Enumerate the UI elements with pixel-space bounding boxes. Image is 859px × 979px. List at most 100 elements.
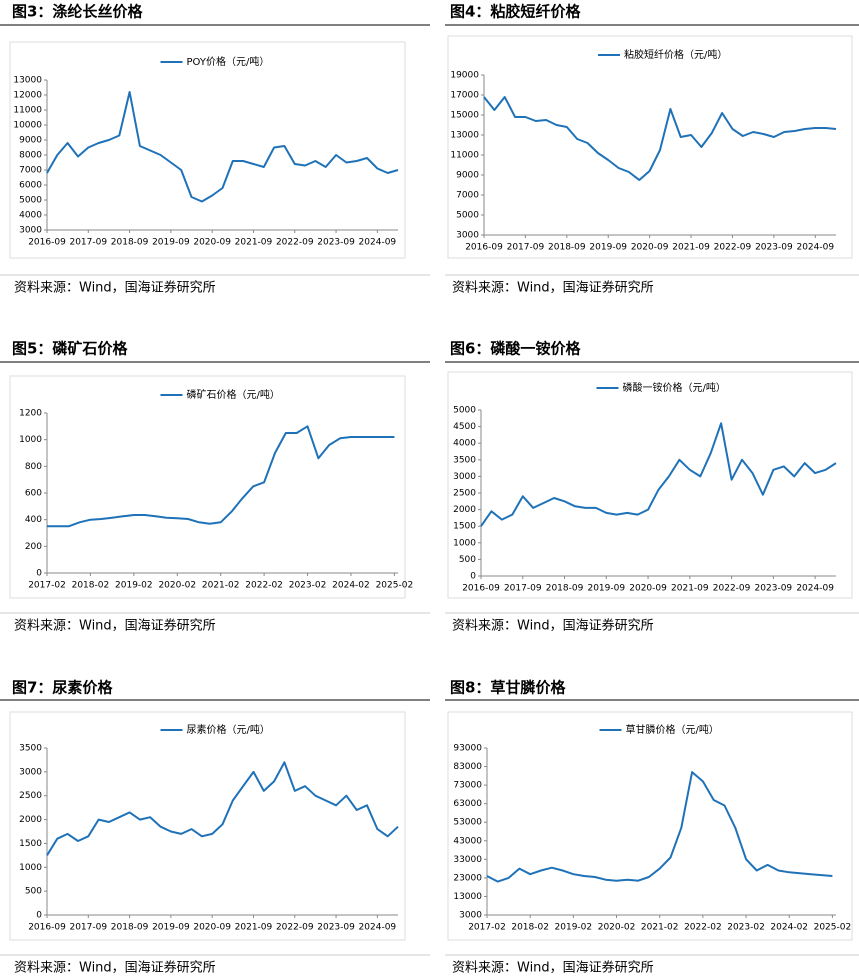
y-tick-label: 5000 <box>19 196 42 206</box>
y-tick-label: 12000 <box>13 91 42 101</box>
series-line <box>480 422 837 527</box>
chart-frame <box>9 375 406 599</box>
y-tick-label: 17000 <box>450 91 479 101</box>
y-tick-label: 3500 <box>453 455 476 465</box>
y-tick-label: 19000 <box>450 71 479 81</box>
x-tick-label: 2019-09 <box>589 243 627 253</box>
y-tick-label: 1000 <box>19 435 42 445</box>
y-tick-label: 3000 <box>19 226 42 236</box>
x-tick-label: 2017-02 <box>28 581 66 591</box>
y-tick-label: 2500 <box>19 791 42 801</box>
y-tick-label: 7000 <box>19 166 42 176</box>
source-note: 资料来源：Wind，国海证券研究所 <box>452 618 654 634</box>
x-tick-label: 2024-02 <box>770 923 808 933</box>
figure-title: 图8：草甘膦价格 <box>450 679 566 697</box>
y-tick-label: 0 <box>470 572 476 582</box>
chart-frame <box>9 41 406 259</box>
series-line <box>46 91 399 203</box>
x-tick-label: 2021-09 <box>235 238 273 248</box>
y-tick-label: 13000 <box>450 131 479 141</box>
y-tick-label: 8000 <box>19 151 42 161</box>
y-tick-label: 5000 <box>456 211 479 221</box>
x-tick-label: 2024-09 <box>796 584 834 594</box>
legend-label: 尿素价格（元/吨） <box>187 723 270 736</box>
source-note: 资料来源：Wind，国海证券研究所 <box>452 960 654 976</box>
y-tick-label: 3000 <box>459 911 482 921</box>
y-tick-label: 0 <box>36 569 42 579</box>
y-tick-label: 2000 <box>453 505 476 515</box>
source-note: 资料来源：Wind，国海证券研究所 <box>14 960 216 976</box>
y-tick-label: 0 <box>36 911 42 921</box>
x-tick-label: 2024-09 <box>796 243 834 253</box>
y-tick-label: 53000 <box>453 818 482 828</box>
source-note: 资料来源：Wind，国海证券研究所 <box>14 280 216 296</box>
x-tick-label: 2023-09 <box>755 243 793 253</box>
y-tick-label: 83000 <box>453 762 482 772</box>
chart-frame <box>447 371 853 599</box>
figure-title: 图4：粘胶短纤价格 <box>450 3 581 21</box>
legend-label: 草甘膦价格（元/吨） <box>626 723 719 736</box>
y-tick-label: 2000 <box>19 815 42 825</box>
x-tick-label: 2016-09 <box>28 923 66 933</box>
y-tick-label: 10000 <box>13 121 42 131</box>
x-tick-label: 2018-02 <box>72 581 110 591</box>
x-tick-label: 2018-09 <box>111 923 149 933</box>
y-tick-label: 6000 <box>19 181 42 191</box>
x-tick-label: 2025-02 <box>376 581 414 591</box>
y-tick-label: 5000 <box>453 406 476 416</box>
y-tick-label: 1500 <box>453 522 476 532</box>
x-tick-label: 2020-09 <box>193 238 231 248</box>
y-tick-label: 3500 <box>19 744 42 754</box>
x-tick-label: 2022-09 <box>276 923 314 933</box>
x-tick-label: 2017-09 <box>504 584 542 594</box>
y-tick-label: 4500 <box>453 422 476 432</box>
y-tick-label: 1200 <box>19 409 42 419</box>
x-tick-label: 2019-09 <box>152 238 190 248</box>
legend-label: 磷酸一铵价格（元/吨） <box>623 381 726 394</box>
figure-title: 图7：尿素价格 <box>12 679 113 697</box>
y-tick-label: 93000 <box>453 744 482 754</box>
x-tick-label: 2018-02 <box>511 923 549 933</box>
x-tick-label: 2019-02 <box>115 581 153 591</box>
y-tick-label: 1000 <box>19 863 42 873</box>
y-tick-label: 800 <box>25 462 42 472</box>
x-tick-label: 2023-09 <box>317 923 355 933</box>
x-tick-label: 2024-09 <box>359 923 397 933</box>
x-tick-label: 2023-09 <box>317 238 355 248</box>
x-tick-label: 2021-02 <box>202 581 240 591</box>
source-note: 资料来源：Wind，国海证券研究所 <box>452 280 654 296</box>
y-tick-label: 4000 <box>453 439 476 449</box>
x-tick-label: 2024-02 <box>332 581 370 591</box>
x-tick-label: 2020-09 <box>629 584 667 594</box>
y-tick-label: 7000 <box>456 191 479 201</box>
source-note: 资料来源：Wind，国海证券研究所 <box>14 618 216 634</box>
y-tick-label: 11000 <box>13 106 42 116</box>
legend-label: 磷矿石价格（元/吨） <box>187 388 280 401</box>
y-tick-label: 33000 <box>453 855 482 865</box>
legend-label: 粘胶短纤价格（元/吨） <box>624 48 727 61</box>
x-tick-label: 2016-09 <box>28 238 66 248</box>
series-line <box>46 761 399 856</box>
x-tick-label: 2020-09 <box>631 243 669 253</box>
x-tick-label: 2017-09 <box>69 923 107 933</box>
figure-title: 图5：磷矿石价格 <box>12 340 128 358</box>
x-tick-label: 2022-09 <box>276 238 314 248</box>
x-tick-label: 2017-09 <box>69 238 107 248</box>
y-tick-label: 500 <box>459 555 476 565</box>
x-tick-label: 2019-02 <box>555 923 593 933</box>
chart-frame <box>447 35 853 259</box>
y-tick-label: 73000 <box>453 781 482 791</box>
x-tick-label: 2021-09 <box>235 923 273 933</box>
y-tick-label: 3000 <box>453 472 476 482</box>
y-tick-label: 11000 <box>450 151 479 161</box>
legend-label: POY价格（元/吨） <box>187 55 270 68</box>
x-tick-label: 2016-09 <box>462 584 500 594</box>
series-line <box>47 425 395 528</box>
x-tick-label: 2020-02 <box>598 923 636 933</box>
x-tick-label: 2025-02 <box>814 923 852 933</box>
y-tick-label: 9000 <box>19 136 42 146</box>
y-tick-label: 2500 <box>453 489 476 499</box>
x-tick-label: 2021-09 <box>671 584 709 594</box>
